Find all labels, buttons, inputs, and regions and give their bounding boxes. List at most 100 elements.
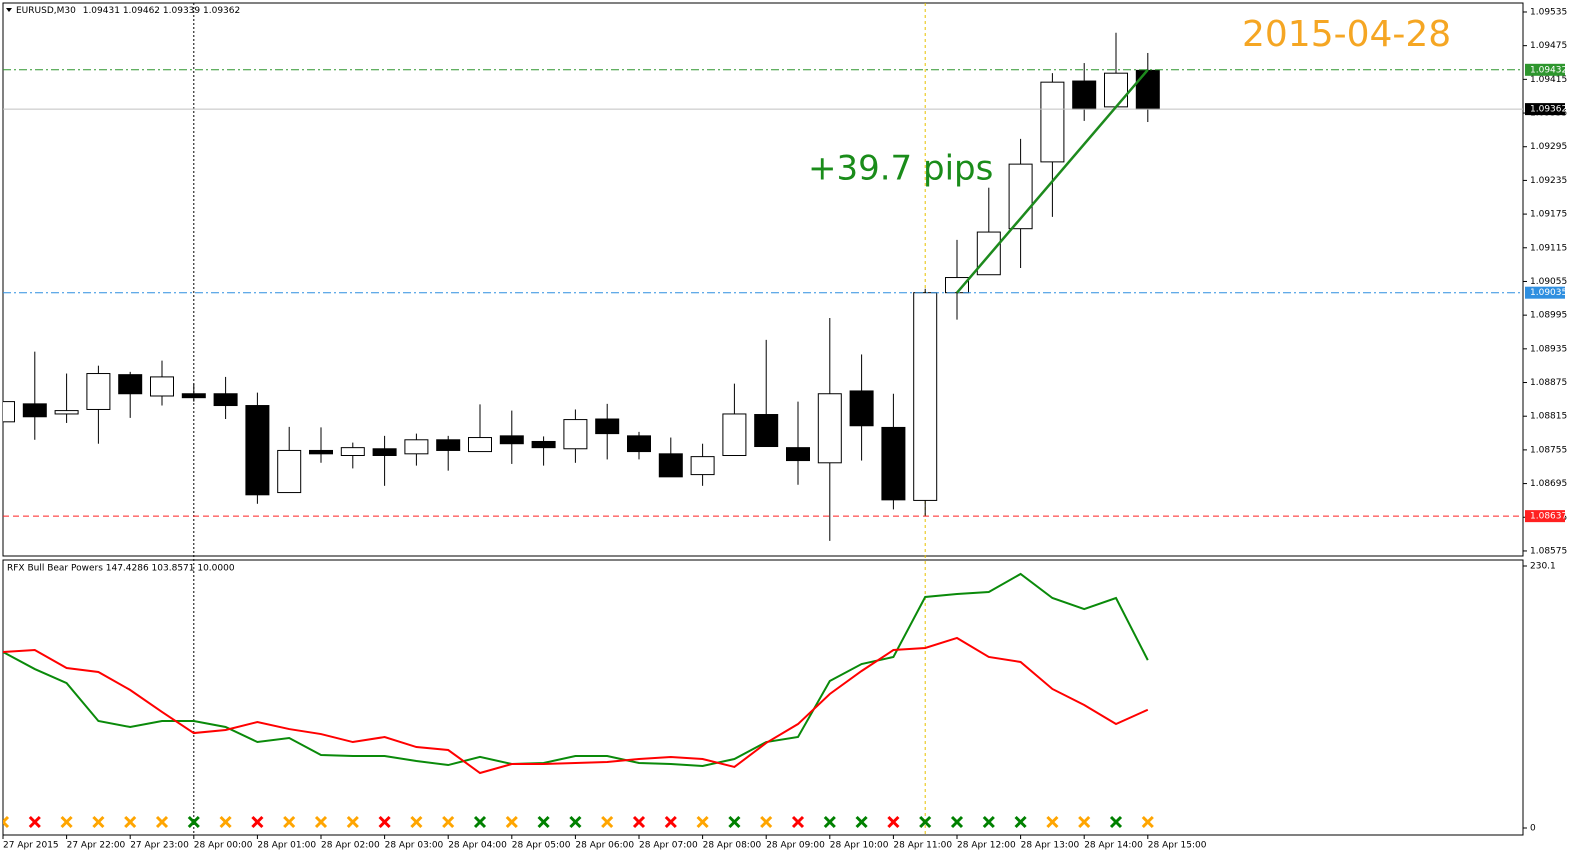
signal-marker [537,815,550,829]
signal-stroke [950,815,964,829]
signal-stroke [537,815,550,829]
y-tick-label: 1.09475 [1530,41,1567,51]
signal-marker [1141,815,1154,829]
signal-marker [251,815,264,829]
signal-marker [283,815,296,829]
signal-stroke [982,815,995,829]
candle-body [1104,72,1128,108]
price-level-label: 1.08637 [1530,512,1567,522]
x-tick-label: 27 Apr 22:00 [67,841,126,851]
signal-stroke [1109,815,1123,829]
signal-marker [855,815,868,829]
y-tick-label: 1.08935 [1530,344,1567,354]
indicator-plot [3,572,1154,829]
price-level-box [1525,63,1565,76]
x-tick-label: 28 Apr 09:00 [766,841,825,851]
signal-marker [505,815,518,829]
candle-body [945,277,969,294]
candle-body [22,403,47,418]
signal-stroke [442,815,455,829]
y-tick-label: 1.08815 [1530,412,1567,422]
signal-stroke [3,819,10,829]
signal-marker [187,815,200,829]
candle-body [722,413,747,457]
date-label: 2015-04-28 [1242,14,1451,55]
candle-body [150,376,174,397]
price-level-label: 1.09362 [1530,105,1567,115]
main-panel [2,2,1524,557]
candle-body [404,439,429,455]
indicator-line [3,636,1149,775]
candle-body [3,401,15,423]
signal-stroke [601,815,614,829]
header: EURUSD,M30 1.09431 1.09462 1.09339 1.093… [16,6,240,16]
price-level-box [1525,286,1565,299]
signal-stroke [1141,815,1154,829]
x-tick-label: 28 Apr 08:00 [703,841,762,851]
price-level-box [1525,510,1565,523]
signal-stroke [219,815,232,829]
signal-marker [378,815,391,829]
signal-marker [950,815,964,829]
signal-marker [919,815,932,829]
candle-body [118,374,143,395]
candle-body [277,449,302,494]
candle-body [976,231,1001,276]
signal-stroke [187,815,200,829]
candle-body [54,410,79,415]
signal-stroke [664,815,677,829]
y-tick-label: 1.09235 [1530,176,1567,186]
x-tick-label: 28 Apr 04:00 [448,841,507,851]
signal-marker [124,815,137,829]
candle-body [1040,81,1065,163]
indicator-line [3,572,1149,767]
y-tick-label: 0 [1530,824,1536,834]
signal-stroke [251,815,264,829]
signal-stroke [28,815,41,829]
x-tick-label: 28 Apr 03:00 [385,841,444,851]
y-tick-label: 1.08875 [1530,378,1567,388]
signal-stroke [473,815,487,829]
signal-marker [760,815,773,829]
x-tick-label: 27 Apr 23:00 [130,841,189,851]
pips-label: +39.7 pips [808,149,993,189]
candle-body [754,414,779,448]
price-level-label: 1.09432 [1530,65,1567,75]
signal-stroke [155,815,169,829]
signal-marker [1046,815,1059,829]
indicator-title: RFX Bull Bear Powers 147.4286 103.8571 1… [7,564,235,574]
y-tick-label: 1.09055 [1530,277,1567,287]
signal-stroke [124,815,137,829]
signal-marker [601,815,614,829]
y-tick-label: 1.08695 [1530,479,1567,489]
signal-marker [155,815,169,829]
signal-stroke [3,815,10,825]
signal-marker [1014,815,1027,829]
candle-body [881,426,906,501]
signal-stroke [569,815,582,829]
candle-body [309,449,333,455]
candle-body [436,439,461,451]
x-tick-label: 28 Apr 05:00 [512,841,571,851]
signal-stroke [823,815,836,829]
x-tick-label: 28 Apr 02:00 [321,841,380,851]
y-tick-label: 1.09535 [1530,7,1567,17]
signal-marker [473,815,487,829]
candle-body [340,447,365,457]
candle-body [499,435,524,445]
candle-body [1135,69,1160,110]
x-tick-label: 28 Apr 11:00 [893,841,952,851]
x-tick-label: 28 Apr 01:00 [257,841,316,851]
signal-marker [314,815,328,829]
candle-body [372,448,397,457]
signal-stroke [1078,815,1091,829]
signal-stroke [505,815,518,829]
menu-arrow [6,8,12,12]
signal-marker [823,815,836,829]
candle-body [913,292,938,501]
signal-marker [791,815,805,829]
x-tick-label: 28 Apr 10:00 [830,841,889,851]
signal-marker [3,815,10,829]
